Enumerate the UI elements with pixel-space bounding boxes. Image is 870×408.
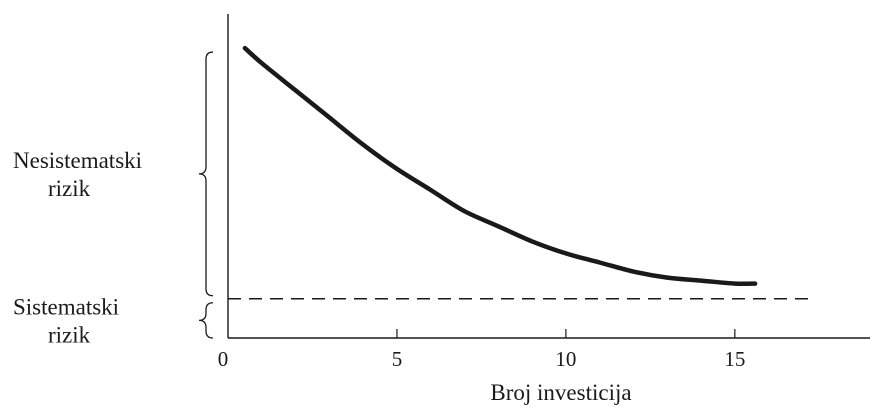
x-tick-label: 0 — [218, 347, 229, 371]
series — [228, 45, 810, 300]
x-tick-label: 5 — [392, 347, 403, 371]
braces: Nesistematski rizik Sistematski rizik — [13, 51, 214, 347]
x-axis-title: Broj investicija — [490, 380, 631, 405]
systematic-risk-label: rizik — [48, 322, 91, 347]
x-tick-label: 10 — [555, 347, 576, 371]
unsystematic-risk-label: Nesistematski — [13, 148, 142, 173]
axes — [227, 14, 870, 339]
brace — [198, 302, 214, 339]
x-tick-label: 15 — [724, 347, 745, 371]
systematic-risk-label: Sistematski — [13, 294, 119, 319]
brace — [198, 51, 214, 297]
unsystematic-risk-label: rizik — [48, 176, 91, 201]
total-risk-curve — [242, 45, 758, 287]
x-ticks: 0 5 10 15 — [218, 329, 745, 371]
